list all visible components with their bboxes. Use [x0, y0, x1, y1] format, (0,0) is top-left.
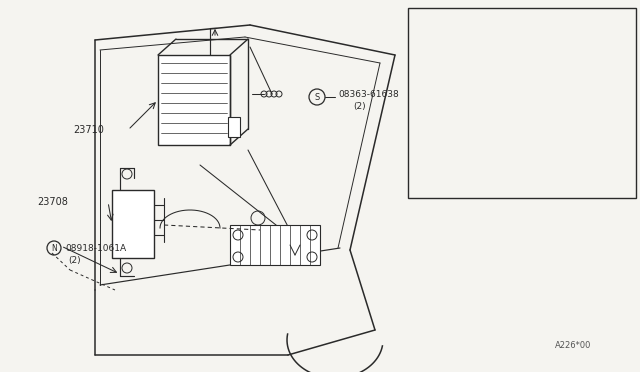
Text: N: N: [51, 244, 57, 253]
Bar: [450, 55, 518, 127]
Text: 08918-1061A: 08918-1061A: [65, 244, 126, 253]
Text: 22611A: 22611A: [446, 155, 483, 165]
Text: 22672: 22672: [466, 23, 497, 33]
Bar: [112, 190, 154, 258]
Text: S: S: [314, 93, 319, 102]
Text: (2): (2): [353, 102, 365, 110]
Bar: [230, 225, 320, 265]
Bar: [158, 55, 230, 145]
Text: (2): (2): [68, 256, 81, 264]
Bar: [228, 117, 240, 137]
Text: 08363-61638: 08363-61638: [338, 90, 399, 99]
Bar: [490, 137, 522, 155]
Text: A226*00: A226*00: [555, 340, 591, 350]
Text: 23710: 23710: [73, 125, 104, 135]
Bar: [408, 8, 636, 198]
Text: 23708: 23708: [37, 197, 68, 207]
Bar: [460, 73, 506, 110]
